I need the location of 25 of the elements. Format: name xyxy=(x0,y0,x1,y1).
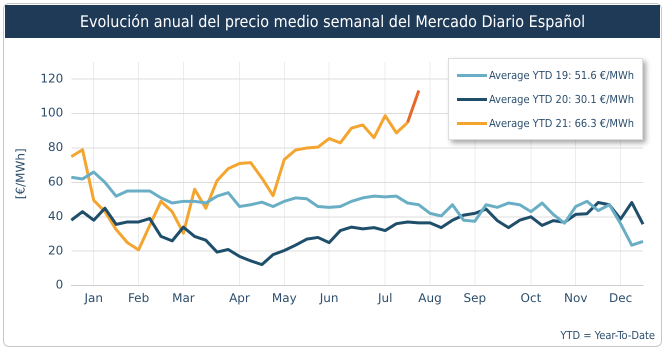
x-tick-label: Jan xyxy=(83,290,103,305)
y-tick-label: 120 xyxy=(40,71,64,86)
x-tick-label: May xyxy=(272,290,297,305)
y-tick-label: 80 xyxy=(48,140,64,154)
y-tick-label: 20 xyxy=(48,243,64,258)
y-axis-title: [€/MWh] xyxy=(13,148,28,200)
chart-title: Evolución anual del precio medio semanal del Mercado Diario Español xyxy=(5,5,660,38)
x-tick-label: Dec xyxy=(608,290,632,305)
y-tick-label: 40 xyxy=(48,208,64,223)
x-tick-label: Oct xyxy=(520,290,542,305)
x-tick-label: Feb xyxy=(128,290,150,305)
x-tick-label: Jun xyxy=(318,290,339,305)
x-tick-label: Sep xyxy=(464,290,486,305)
x-tick-label: Apr xyxy=(229,290,250,305)
legend-label: Average YTD 21: 66.3 €/MWh xyxy=(488,116,634,130)
x-tick-label: Nov xyxy=(564,290,588,305)
y-tick-label: 60 xyxy=(48,174,64,189)
y-tick-label: 100 xyxy=(40,106,64,120)
x-tick-label: Aug xyxy=(418,290,442,305)
x-tick-label: Jul xyxy=(376,290,392,305)
legend-label: Average YTD 19: 51.6 €/MWh xyxy=(488,68,634,82)
legend-label: Average YTD 20: 30.1 €/MWh xyxy=(488,92,634,106)
y-tick-label: 0 xyxy=(56,278,64,292)
x-tick-label: Mar xyxy=(172,290,195,305)
text: YTD = Year-To-Date xyxy=(560,329,655,342)
